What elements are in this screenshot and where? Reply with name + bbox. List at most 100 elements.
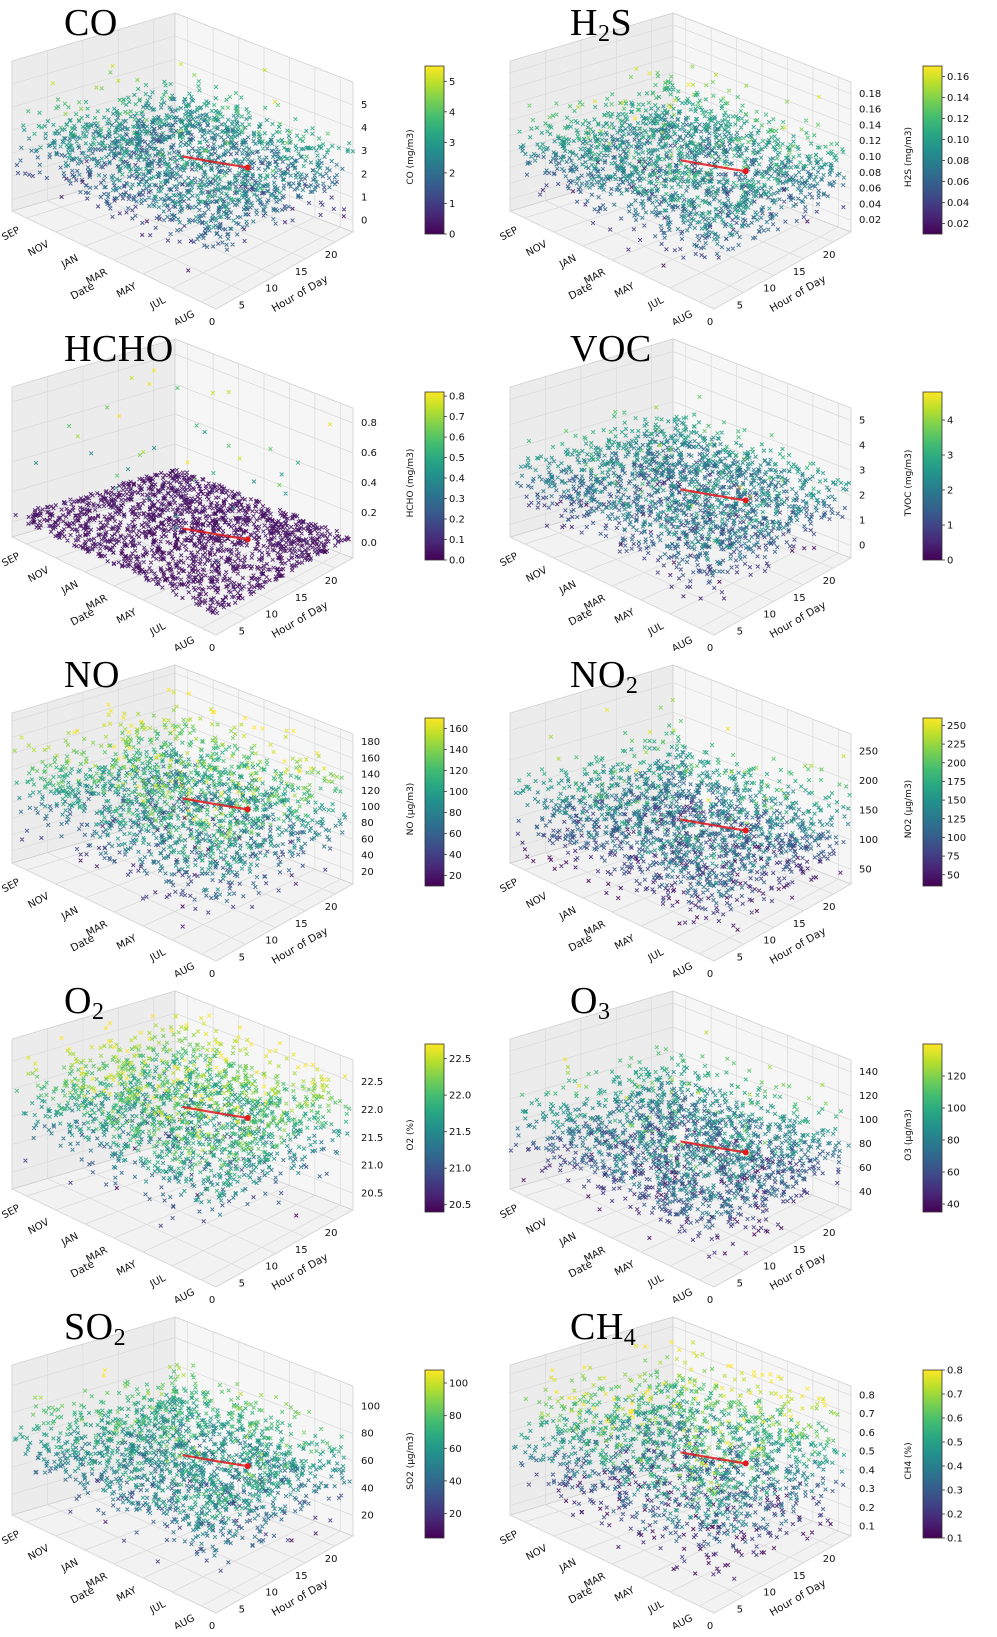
scatter-point xyxy=(702,255,707,260)
scatter-point xyxy=(776,172,781,177)
scatter-point xyxy=(197,152,202,157)
scatter-point xyxy=(96,173,102,178)
scatter-point xyxy=(117,211,122,216)
scatter-point xyxy=(600,166,605,171)
scatter-point xyxy=(750,162,755,167)
hour-tick-label: 0 xyxy=(707,317,713,325)
scatter-point xyxy=(705,211,710,216)
scatter-point xyxy=(179,194,184,199)
scatter-point xyxy=(833,153,838,158)
scatter-point xyxy=(688,212,693,217)
scatter-point xyxy=(697,122,702,127)
scatter-point xyxy=(81,134,87,139)
scatter-point xyxy=(206,123,211,128)
scatter-point xyxy=(669,153,674,158)
scatter-point xyxy=(322,154,327,159)
scatter-point xyxy=(736,242,741,248)
scatter-point xyxy=(747,184,752,190)
scatter-point xyxy=(110,176,115,182)
gridline-hour xyxy=(47,376,246,619)
scatter-point xyxy=(726,247,731,252)
scatter-point xyxy=(663,184,669,189)
scatter-point xyxy=(181,100,187,105)
scatter-point xyxy=(74,544,79,549)
scatter-point xyxy=(194,423,199,428)
scatter-point xyxy=(662,157,667,162)
scatter-point xyxy=(214,199,219,205)
scatter-point xyxy=(202,101,207,107)
scatter-point xyxy=(331,206,336,211)
scatter-point xyxy=(315,531,320,536)
scatter-point xyxy=(723,223,728,229)
scatter-point xyxy=(759,186,765,191)
scatter-point xyxy=(148,479,153,484)
scatter-point xyxy=(568,124,573,129)
scatter-point xyxy=(242,227,247,232)
scatter-point xyxy=(589,151,594,156)
scatter-point xyxy=(254,499,259,504)
scatter-point xyxy=(196,491,201,496)
scatter-point xyxy=(657,202,662,207)
scatter-point xyxy=(57,131,62,136)
scatter-point xyxy=(21,123,26,128)
scatter-point xyxy=(626,204,631,209)
scatter-point xyxy=(719,123,724,128)
scatter-point xyxy=(130,519,135,525)
scatter-point xyxy=(700,198,705,203)
scatter-point xyxy=(150,487,155,492)
scatter-point xyxy=(677,111,682,116)
scatter-point xyxy=(718,157,723,162)
scatter-point xyxy=(561,135,566,140)
scatter-point xyxy=(632,213,637,218)
scatter-point xyxy=(277,197,283,202)
scatter-point xyxy=(580,162,585,167)
scatter-point xyxy=(67,152,72,158)
scatter-point xyxy=(676,171,681,176)
scatter-point xyxy=(149,162,154,167)
scatter-point xyxy=(803,164,808,169)
scatter-point xyxy=(121,137,126,142)
scatter-point xyxy=(695,220,700,225)
scatter-point xyxy=(117,185,122,190)
scatter-point xyxy=(326,147,331,153)
scatter-point xyxy=(200,533,205,538)
scatter-point xyxy=(819,177,825,182)
scatter-point xyxy=(589,162,594,167)
scatter-point xyxy=(243,212,248,217)
scatter-point xyxy=(706,230,711,235)
scatter-point xyxy=(288,129,293,134)
scatter-point xyxy=(178,227,183,232)
scatter-point xyxy=(610,92,615,97)
scatter-point xyxy=(303,183,308,189)
scatter-point xyxy=(277,124,282,130)
scatter-point xyxy=(258,177,263,182)
scatter-point xyxy=(107,134,112,139)
scatter-point xyxy=(51,506,56,511)
scatter-point xyxy=(244,153,250,158)
scatter-point xyxy=(72,126,78,132)
scatter-point xyxy=(609,186,614,191)
value-tick-label: 5 xyxy=(361,100,367,111)
scatter-point xyxy=(781,188,786,193)
scatter-point xyxy=(814,209,819,214)
scatter-point xyxy=(628,74,634,79)
scatter-point xyxy=(718,214,723,219)
scatter-point xyxy=(207,505,212,510)
scatter-point xyxy=(241,195,246,200)
scatter-point xyxy=(580,141,585,146)
hour-tick-label: 10 xyxy=(763,284,776,295)
scatter-point xyxy=(789,165,794,170)
scatter-point xyxy=(332,535,337,540)
scatter-point xyxy=(697,98,702,103)
scatter-point xyxy=(57,535,62,540)
scatter-point xyxy=(571,138,576,143)
scatter-point xyxy=(95,109,100,114)
scatter-point xyxy=(251,138,256,144)
scatter-point xyxy=(166,485,171,491)
scatter-point xyxy=(92,136,97,141)
scatter-point xyxy=(712,116,717,121)
scatter-point xyxy=(179,542,184,547)
scatter-point xyxy=(107,127,112,132)
gridline-date xyxy=(172,67,316,289)
scatter-point xyxy=(237,492,242,497)
